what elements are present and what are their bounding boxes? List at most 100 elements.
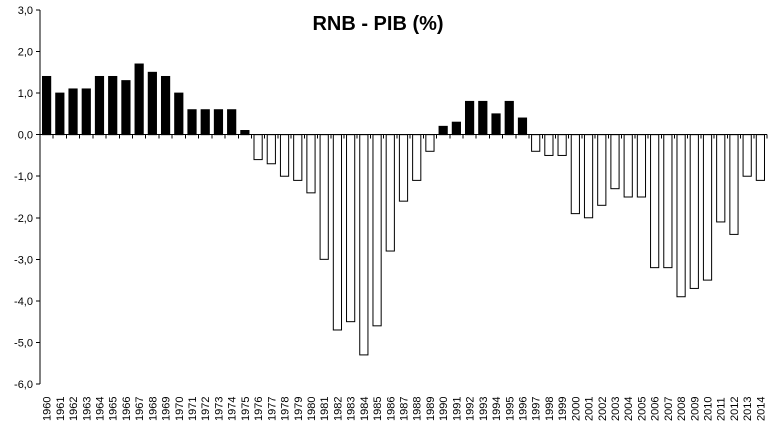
x-tick-label: 1998 [544, 397, 556, 421]
x-tick-label: 1978 [280, 397, 292, 421]
x-tick-label: 1990 [438, 397, 450, 421]
bar-1969 [160, 75, 171, 136]
bar-1978 [279, 134, 290, 177]
x-tick-label: 1971 [187, 397, 199, 421]
y-tick-label: -3,0 [14, 254, 33, 266]
bar-1999 [557, 134, 567, 156]
bar-2012 [729, 134, 739, 235]
bar-1975 [240, 130, 250, 136]
x-axis: 1960 1961 1962 1963 1964 1965 1966 1967 1968 1969… [39, 134, 768, 421]
bar-1993 [478, 100, 488, 136]
bar-1966 [121, 80, 131, 136]
y-axis: 3,0 2,0 1,0 0,0 -1,0 -2,0 -3,0 -4,0 -5,0 -6,0 [14, 5, 40, 391]
bar-1962 [68, 88, 78, 136]
x-tick-label: 1994 [491, 397, 503, 421]
x-tick-label: 1967 [134, 397, 146, 421]
bar-1964 [94, 75, 105, 136]
x-tick-label: 2005 [636, 397, 648, 421]
bar-1984 [359, 134, 369, 356]
x-tick-label: 2007 [663, 397, 675, 421]
x-tick-label: 1986 [385, 397, 397, 421]
x-tick-label: 1964 [94, 397, 106, 421]
x-tick-label: 2001 [584, 397, 596, 421]
y-tick-label: -1,0 [14, 171, 33, 183]
bar-2003 [610, 134, 620, 190]
x-tick-label: 2011 [716, 397, 728, 421]
x-tick-label: 1968 [147, 397, 159, 421]
bar-1974 [227, 109, 237, 136]
bar-1985 [372, 134, 382, 327]
bar-2002 [597, 134, 607, 206]
x-tick-label: 2002 [597, 397, 609, 421]
bar-1994 [491, 113, 501, 136]
bar-2001 [583, 134, 594, 219]
x-tick-label: 1989 [425, 397, 437, 421]
x-tick-label: 1973 [213, 397, 225, 421]
y-tick-label: -4,0 [14, 296, 33, 308]
x-tick-label: 1969 [161, 397, 173, 421]
chart-title: RNB - PIB (%) [312, 13, 443, 35]
x-tick-label: 1965 [108, 397, 120, 421]
y-tick-label: -2,0 [14, 213, 33, 225]
x-tick-label: 1988 [412, 397, 424, 421]
y-tick-label: 2,0 [18, 47, 33, 59]
x-tick-label: 1982 [332, 397, 344, 421]
bar-1982 [332, 134, 343, 331]
bar-1998 [544, 134, 554, 156]
x-tick-label: 1974 [227, 397, 239, 421]
x-tick-label: 1999 [557, 397, 569, 421]
x-tick-label: 2013 [742, 397, 754, 421]
x-tick-label: 2010 [703, 397, 715, 421]
x-tick-label: 1977 [266, 397, 278, 421]
x-tick-label: 2014 [755, 397, 767, 421]
x-tick-label: 1961 [55, 397, 67, 421]
x-tick-label: 1993 [478, 397, 490, 421]
x-tick-label: 1981 [319, 397, 331, 421]
x-tick-label: 2006 [650, 397, 662, 421]
bar-1971 [187, 109, 197, 136]
x-tick-label: 1963 [81, 397, 93, 421]
y-tick-label: 1,0 [18, 88, 33, 100]
x-tick-label: 1976 [253, 397, 265, 421]
bar-1991 [451, 121, 461, 136]
bar-2007 [663, 134, 673, 269]
bar-1988 [412, 134, 422, 181]
x-tick-label: 1996 [517, 397, 529, 421]
bar-1981 [319, 134, 329, 260]
bar-1980 [306, 134, 316, 194]
bar-1995 [504, 100, 514, 136]
x-tick-label: 2009 [689, 397, 701, 421]
x-tick-label: 2004 [623, 397, 635, 421]
bar-1979 [293, 134, 303, 181]
bar-1986 [385, 134, 395, 252]
x-tick-label: 1995 [504, 397, 516, 421]
bar-1968 [147, 71, 157, 136]
bar-1961 [55, 92, 65, 136]
bar-2014 [755, 134, 765, 181]
bar-2000 [570, 134, 580, 215]
x-tick-label: 1992 [465, 397, 477, 421]
x-tick-label: 1991 [451, 397, 463, 421]
bar-1970 [174, 92, 184, 136]
bar-1996 [517, 117, 528, 136]
bar-2008 [676, 134, 686, 298]
y-tick-label: 3,0 [18, 5, 33, 17]
x-tick-label: 2000 [570, 397, 582, 421]
bar-1967 [134, 63, 144, 136]
bar-1990 [438, 125, 448, 136]
x-tick-label: 1960 [42, 397, 54, 421]
x-tick-label: 1985 [372, 397, 384, 421]
bar-1997 [531, 134, 541, 152]
bar-2013 [742, 134, 752, 177]
bar-1960 [42, 75, 52, 136]
x-tick-label: 1972 [200, 397, 212, 421]
bar-1977 [266, 134, 276, 165]
bar-1963 [81, 88, 91, 136]
x-tick-label: 1979 [293, 397, 305, 421]
x-tick-label: 1997 [531, 397, 543, 421]
x-tick-label: 1975 [240, 397, 252, 421]
x-tick-label: 1962 [68, 397, 80, 421]
x-tick-label: 1987 [399, 397, 411, 421]
bar-2010 [702, 134, 713, 281]
